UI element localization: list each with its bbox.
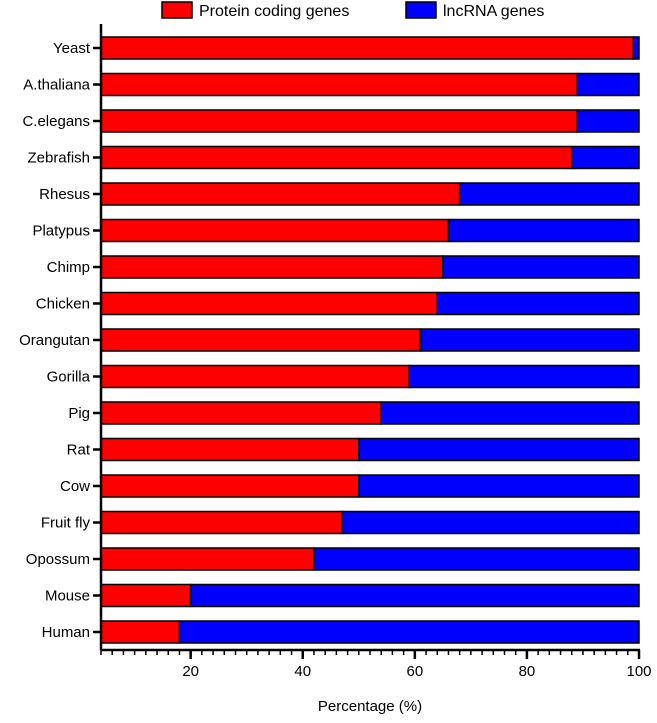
y-tick-label: Zebrafish (27, 150, 90, 167)
y-tick-label: Pig (68, 405, 90, 422)
bar-pig-protein-coding (100, 401, 382, 425)
y-tick-label: Platypus (32, 223, 90, 240)
y-tick-label: Chicken (36, 296, 90, 313)
bar-mouse-protein-coding (100, 583, 192, 608)
bar-c-elegans-lncrna (576, 109, 640, 133)
bar-platypus-protein-coding (100, 218, 450, 243)
bar-rhesus-lncrna (458, 182, 640, 206)
bar-gorilla-protein-coding (100, 364, 410, 389)
bar-cow-protein-coding (100, 474, 360, 498)
bar-a-thaliana-protein-coding (100, 72, 579, 97)
y-tick-label: Human (42, 624, 90, 641)
bar-chicken-lncrna (436, 291, 640, 316)
bar-chimp-protein-coding (100, 255, 444, 279)
x-tick-label: 20 (182, 663, 199, 680)
bar-zebrafish-lncrna (571, 145, 640, 170)
bar-cow-lncrna (358, 474, 640, 498)
legend: Protein coding genes lncRNA genes (161, 1, 544, 20)
bar-chimp-lncrna (442, 255, 640, 279)
bar-opossum-lncrna (313, 547, 640, 571)
legend-swatch-lncrna (405, 1, 437, 19)
y-tick-label: A.thaliana (23, 77, 90, 94)
x-tick-label: 60 (406, 663, 423, 680)
bar-mouse-lncrna (189, 583, 640, 608)
y-axis: Yeast A.thaliana C.elegans Zebrafish Rhesus P… (19, 24, 103, 650)
bar-chicken-protein-coding (100, 291, 438, 316)
y-tick-label: Orangutan (19, 332, 90, 349)
bar-human-lncrna (178, 620, 640, 644)
bar-rhesus-protein-coding (100, 182, 461, 206)
bar-opossum-protein-coding (100, 547, 315, 571)
y-tick-label: Opossum (26, 551, 90, 568)
y-tick-label: Cow (60, 478, 90, 495)
y-tick-label: Rat (67, 442, 91, 459)
bar-a-thaliana-lncrna (576, 72, 640, 97)
bars-group (100, 36, 640, 644)
legend-swatch-protein-coding (161, 1, 193, 19)
bar-rat-protein-coding (100, 437, 360, 462)
bar-yeast-protein-coding (100, 36, 635, 60)
bar-yeast-lncrna (632, 36, 640, 60)
bar-gorilla-lncrna (408, 364, 640, 389)
bar-orangutan-protein-coding (100, 328, 422, 352)
x-tick-label: 100 (626, 663, 651, 680)
x-axis-title: Percentage (%) (318, 698, 422, 715)
bar-zebrafish-protein-coding (100, 145, 573, 170)
y-tick-label: Fruit fly (41, 515, 91, 532)
legend-label-lncrna: lncRNA genes (443, 3, 544, 20)
y-tick-label: Yeast (53, 40, 91, 57)
y-tick-label: Chimp (47, 259, 90, 276)
y-tick-label: Gorilla (47, 369, 91, 386)
y-tick-label: C.elegans (22, 113, 90, 130)
legend-label-protein-coding: Protein coding genes (199, 3, 349, 20)
x-tick-label: 80 (519, 663, 536, 680)
bar-rat-lncrna (358, 437, 640, 462)
bar-fruit-fly-protein-coding (100, 510, 343, 535)
bar-platypus-lncrna (447, 218, 640, 243)
x-tick-label: 40 (294, 663, 311, 680)
y-tick-label: Rhesus (39, 186, 90, 203)
bar-pig-lncrna (380, 401, 640, 425)
bar-orangutan-lncrna (419, 328, 640, 352)
bar-fruit-fly-lncrna (341, 510, 640, 535)
bar-human-protein-coding (100, 620, 181, 644)
y-tick-label: Mouse (45, 588, 90, 605)
x-axis: 20 40 60 80 100 (100, 648, 652, 680)
bar-c-elegans-protein-coding (100, 109, 579, 133)
